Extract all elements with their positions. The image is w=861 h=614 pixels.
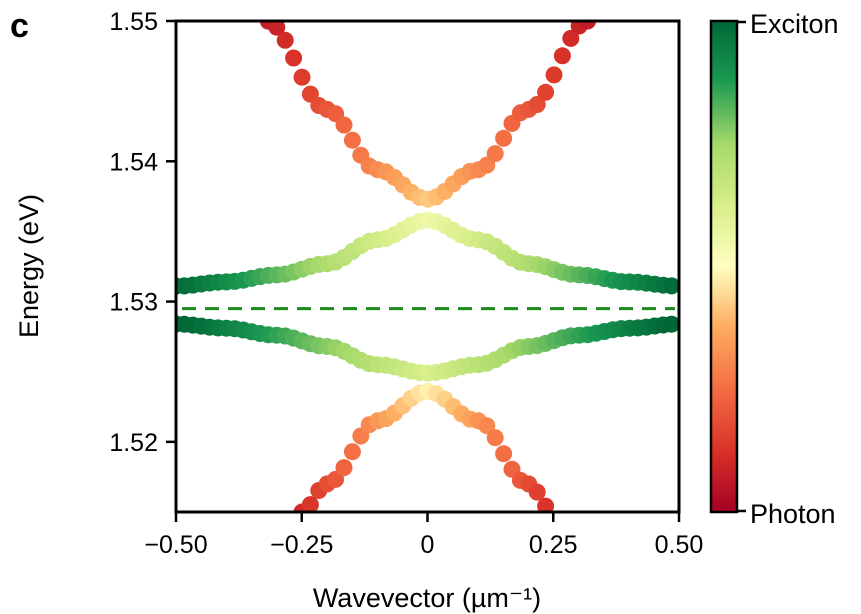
lower-photon-branch-point	[528, 483, 546, 501]
panel-label: c	[10, 7, 29, 45]
y-axis-label: Energy (eV)	[14, 194, 44, 338]
upper-photon-branch-point	[553, 47, 571, 65]
lower-photon-branch-point	[335, 459, 353, 477]
lower-photon-branch-point	[495, 445, 513, 463]
upper-photon-branch-point	[276, 31, 294, 49]
upper-photon-branch-point	[335, 116, 353, 134]
colorbar	[709, 19, 739, 514]
plot-frame	[174, 19, 681, 514]
colorbar-label-exciton: Exciton	[750, 9, 839, 39]
upper-photon-branch-point	[562, 29, 580, 47]
y-tick-label: 1.54	[109, 148, 158, 176]
lower-photon-branch-point	[486, 429, 504, 447]
upper-photon-branch-point	[486, 145, 504, 163]
colorbar-label-photon: Photon	[750, 499, 836, 529]
upper-photon-branch-point	[495, 129, 513, 147]
x-axis-label: Wavevector (µm⁻¹)	[313, 583, 541, 613]
x-tick-label: 0.50	[655, 531, 704, 559]
lower-exciton-branch-point	[663, 315, 679, 333]
x-tick-label: 0.25	[529, 531, 578, 559]
upper-photon-branch-point	[579, 21, 597, 30]
upper-exciton-branch-point	[663, 277, 679, 295]
upper-photon-branch-point	[285, 49, 303, 67]
lower-photon-branch-point	[327, 470, 345, 488]
upper-photon-branch-point	[545, 66, 563, 84]
upper-photon-branch-point	[528, 96, 546, 113]
plot-marks	[176, 21, 679, 512]
upper-photon-branch-point	[293, 68, 311, 86]
x-axis: −0.50 −0.25 0 0.25 0.50	[144, 512, 703, 559]
y-tick-label: 1.53	[109, 289, 158, 317]
y-tick-label: 1.52	[109, 429, 158, 457]
y-tick-label: 1.55	[109, 8, 158, 36]
x-tick-label: −0.25	[270, 531, 333, 559]
lower-photon-branch-point	[301, 496, 319, 512]
upper-photon-branch-point	[343, 131, 361, 149]
x-tick-label: 0	[421, 531, 435, 559]
upper-photon-branch-point	[537, 83, 555, 101]
x-tick-label: −0.50	[144, 531, 207, 559]
lower-photon-branch-point	[537, 497, 555, 512]
lower-photon-branch-point	[478, 417, 496, 435]
y-axis: 1.55 1.54 1.53 1.52	[109, 8, 176, 457]
upper-photon-branch-point	[268, 21, 286, 36]
lower-photon-branch-point	[343, 443, 361, 461]
